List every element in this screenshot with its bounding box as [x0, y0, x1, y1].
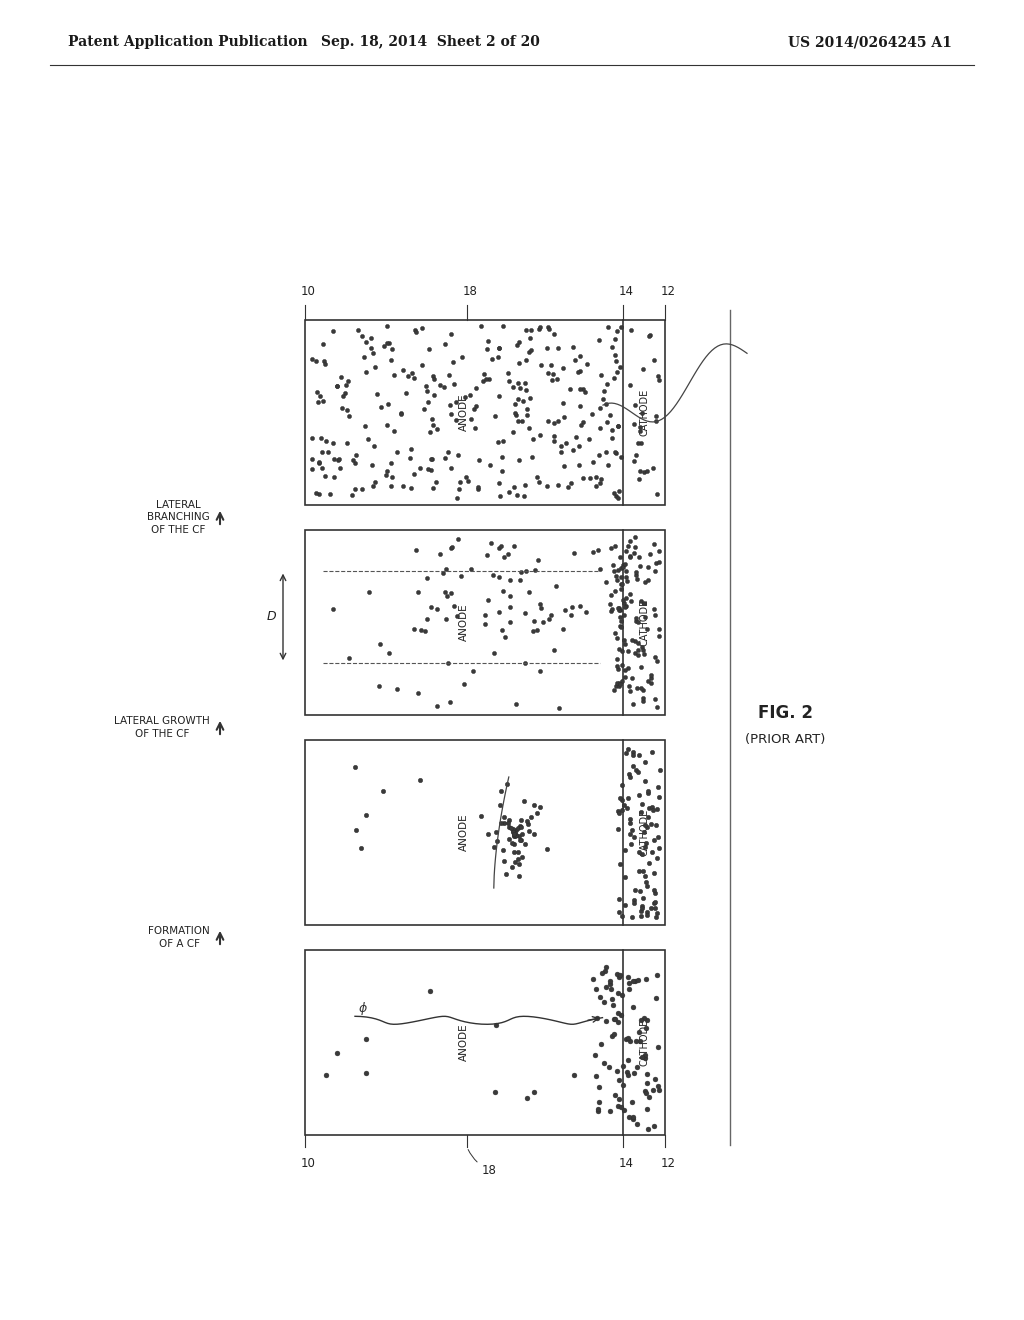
- Text: CATHODE: CATHODE: [639, 809, 649, 857]
- Text: LATERAL
BRANCHING
OF THE CF: LATERAL BRANCHING OF THE CF: [147, 500, 210, 535]
- Text: US 2014/0264245 A1: US 2014/0264245 A1: [788, 36, 952, 49]
- Text: LATERAL GROWTH
OF THE CF: LATERAL GROWTH OF THE CF: [115, 717, 210, 739]
- Text: 18: 18: [468, 1150, 497, 1176]
- Text: FORMATION
OF A CF: FORMATION OF A CF: [148, 927, 210, 949]
- Bar: [305, 741, 665, 925]
- Text: 10: 10: [301, 285, 315, 298]
- Text: CATHODE: CATHODE: [639, 1019, 649, 1067]
- Text: CATHODE: CATHODE: [639, 389, 649, 436]
- Bar: [305, 531, 665, 715]
- Text: (PRIOR ART): (PRIOR ART): [744, 733, 825, 746]
- Text: Sep. 18, 2014  Sheet 2 of 20: Sep. 18, 2014 Sheet 2 of 20: [321, 36, 540, 49]
- Text: 12: 12: [660, 1158, 676, 1170]
- Bar: [305, 319, 665, 506]
- Text: ANODE: ANODE: [459, 603, 469, 642]
- Text: ANODE: ANODE: [459, 813, 469, 851]
- Text: 18: 18: [463, 285, 477, 298]
- Text: Patent Application Publication: Patent Application Publication: [68, 36, 307, 49]
- Text: ANODE: ANODE: [459, 1024, 469, 1061]
- Text: 14: 14: [618, 1158, 634, 1170]
- Bar: [305, 950, 665, 1135]
- Text: 14: 14: [618, 285, 634, 298]
- Text: D: D: [266, 610, 275, 623]
- Text: FIG. 2: FIG. 2: [758, 704, 812, 722]
- Text: ANODE: ANODE: [459, 393, 469, 432]
- Text: CATHODE: CATHODE: [639, 599, 649, 645]
- Text: $\phi$: $\phi$: [358, 999, 368, 1016]
- Text: 10: 10: [301, 1158, 315, 1170]
- Text: 12: 12: [660, 285, 676, 298]
